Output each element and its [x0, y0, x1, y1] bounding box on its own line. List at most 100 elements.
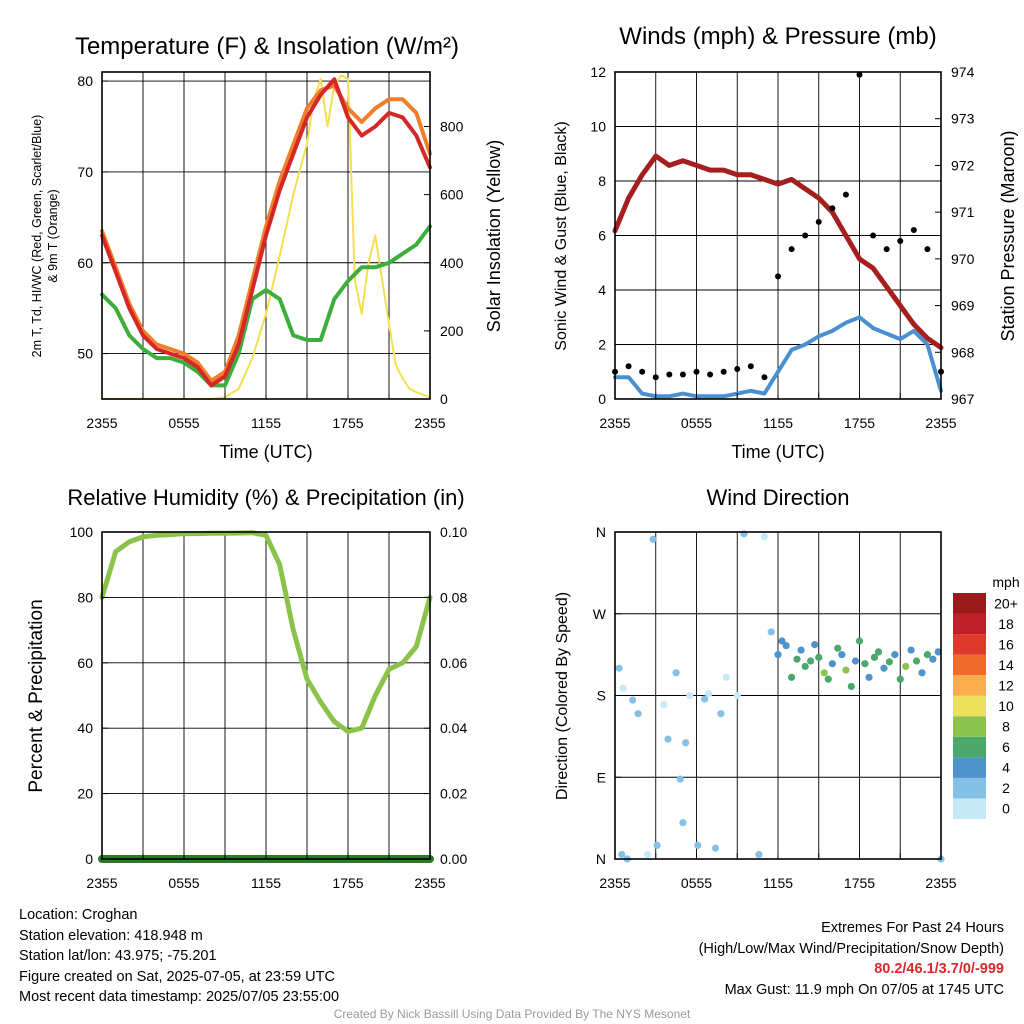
y-tick-label-right: 200 [440, 323, 464, 339]
direction-point [694, 841, 702, 849]
y-tick-label-right: 0.08 [440, 589, 467, 605]
direction-point [820, 669, 828, 677]
y-tick-label-right: 0.02 [440, 786, 467, 802]
colorbar-swatch [953, 613, 986, 635]
direction-point [896, 675, 904, 683]
colorbar-swatch [953, 716, 986, 737]
y-tick-label-left: 40 [77, 720, 93, 736]
y-tick-label-left: E [597, 769, 606, 785]
direction-point [686, 691, 694, 700]
x-tick-label: 1155 [251, 415, 281, 431]
y-tick-label-left: 0 [85, 851, 93, 867]
gust-point [761, 374, 768, 381]
x-tick-label: 2355 [599, 415, 630, 431]
x-tick-label: 1155 [763, 875, 793, 891]
x-tick-label: 1755 [332, 415, 363, 431]
direction-grid [615, 531, 941, 860]
gust-point [693, 368, 700, 375]
gust-point [802, 232, 809, 239]
temperature-ylabel-left-1: 2m T, Td, HI/WC (Red, Green, Scarlet/Blu… [30, 115, 44, 358]
figure-created: Figure created on Sat, 2025-07-05, at 23… [19, 968, 335, 985]
gust-point [639, 368, 646, 375]
colorbar-swatch [953, 798, 986, 819]
direction-point [649, 535, 657, 543]
direction-point [676, 775, 684, 783]
direction-point [619, 684, 627, 692]
direction-point [807, 657, 815, 665]
colorbar-label: 20+ [994, 595, 1018, 611]
direction-point [861, 660, 869, 668]
winds-series [612, 71, 944, 399]
y-tick-label-left: 0 [598, 391, 606, 407]
gust-point [883, 246, 890, 253]
y-tick-label-right: 0.00 [440, 851, 467, 867]
direction-point [782, 641, 790, 650]
direction-point [682, 739, 690, 747]
gust-point [856, 71, 863, 78]
station-elevation: Station elevation: 418.948 m [19, 927, 203, 944]
x-tick-label: 1155 [763, 415, 793, 431]
direction-series [615, 530, 945, 863]
direction-point [644, 850, 652, 859]
2m-t-line [100, 77, 432, 388]
direction-point [907, 646, 915, 654]
direction-point [934, 648, 942, 656]
colorbar-label: 12 [998, 677, 1014, 693]
relative-humidity-line [99, 530, 433, 734]
y-tick-label-left: W [593, 606, 607, 622]
y-tick-label-right: 0.06 [440, 655, 467, 671]
station-pressure-line [612, 153, 944, 351]
humidity-ylabel-left: Percent & Precipitation [26, 599, 47, 792]
colorbar-label: 2 [1002, 780, 1010, 796]
y-tick-label-right: 973 [951, 111, 975, 127]
direction-ylabel-left: Direction (Colored By Speed) [554, 592, 571, 800]
winds-ylabel-right: Station Pressure (Maroon) [998, 130, 1018, 341]
direction-point [918, 669, 926, 677]
gust-point [829, 205, 836, 212]
gust-point [910, 227, 917, 234]
x-tick-label: 2355 [86, 415, 117, 431]
y-tick-label-right: 400 [440, 255, 464, 271]
max-gust: Max Gust: 11.9 mph On 07/05 at 1745 UTC [724, 981, 1004, 998]
direction-point [793, 655, 801, 663]
gust-point [775, 273, 781, 280]
direction-colorbar: 0 2 4 6 8 10 12 14 16 18 20+ [953, 593, 1018, 819]
direction-point [912, 657, 921, 665]
colorbar-label: 18 [998, 616, 1014, 632]
gust-point [720, 368, 727, 375]
direction-point [760, 532, 769, 541]
direction-axis-ticks: 2355 0555 1155 1755 2355 N E S W N [593, 524, 957, 891]
temperature-title: Temperature (F) & Insolation (W/m²) [75, 33, 459, 60]
temperature-xlabel: Time (UTC) [219, 442, 312, 462]
gust-point [870, 232, 877, 239]
winds-grid [615, 71, 941, 400]
y-tick-label-left: S [597, 688, 606, 704]
direction-point [672, 669, 680, 677]
direction-point [705, 690, 713, 698]
x-tick-label: 0555 [681, 875, 712, 891]
y-tick-label-left: 12 [590, 64, 606, 80]
colorbar-label: 0 [1002, 801, 1010, 817]
y-tick-label-right: 600 [440, 187, 464, 203]
y-tick-label-left: 60 [77, 655, 93, 671]
direction-point [815, 653, 823, 661]
colorbar-swatch [953, 675, 986, 696]
direction-point [851, 657, 860, 665]
x-tick-label: 2355 [925, 875, 956, 891]
y-tick-label-left: 10 [590, 119, 606, 135]
y-tick-label-right: 800 [440, 119, 464, 135]
direction-point [717, 710, 725, 718]
gust-point [924, 246, 931, 253]
direction-point [902, 662, 910, 671]
x-tick-label: 2355 [86, 875, 117, 891]
sonic-wind-line [613, 315, 943, 399]
station-info: Location: Croghan Station elevation: 418… [19, 905, 339, 1008]
direction-point [855, 637, 864, 645]
station-location: Location: Croghan [19, 907, 138, 923]
direction-point [653, 841, 661, 849]
colorbar-label: 4 [1002, 760, 1010, 776]
y-tick-label-left: 6 [598, 228, 606, 244]
gust-point [788, 246, 795, 253]
colorbar-swatch [953, 777, 986, 799]
colorbar-swatch [953, 654, 986, 676]
